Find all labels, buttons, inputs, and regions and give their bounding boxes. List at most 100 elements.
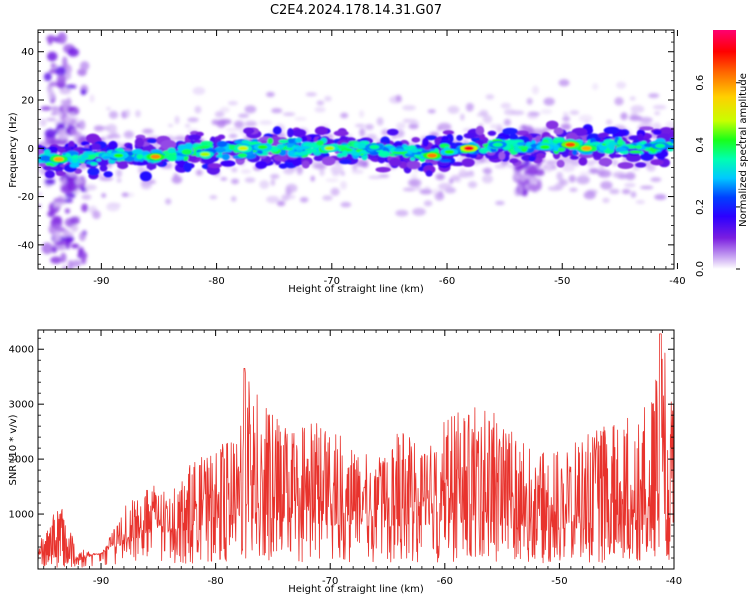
heatmap-speckle bbox=[402, 187, 416, 192]
heatmap-speckle bbox=[121, 192, 129, 197]
heatmap-noise-cell bbox=[518, 183, 523, 195]
heatmap-speckle bbox=[408, 123, 419, 130]
heatmap-speckle bbox=[419, 188, 433, 195]
heatmap-speckle bbox=[106, 123, 117, 133]
heatmap-core-cell bbox=[598, 146, 607, 151]
heatmap-band-cell bbox=[187, 134, 201, 141]
heatmap-speckle bbox=[427, 109, 436, 114]
colorbar-gradient bbox=[713, 30, 736, 269]
heatmap-noise-cell bbox=[64, 198, 73, 203]
heatmap-band-cell bbox=[509, 158, 519, 164]
heatmap-speckle bbox=[230, 196, 237, 202]
heatmap-core-cell bbox=[237, 153, 248, 158]
heatmap-speckle bbox=[316, 100, 325, 106]
heatmap-band-cell bbox=[301, 160, 310, 169]
heatmap-band-cell bbox=[272, 126, 282, 135]
heatmap-noise-cell bbox=[74, 178, 84, 185]
heatmap-peak bbox=[444, 149, 455, 155]
snr-ticks: -90 -80 -70 -60 -50 -40 1000 2000 3000 4000 bbox=[9, 330, 682, 587]
heatmap-speckle bbox=[116, 178, 122, 183]
heatmap-speckle bbox=[625, 172, 636, 181]
heatmap-speckle bbox=[479, 109, 489, 117]
heatmap-noise-cell bbox=[69, 216, 80, 225]
heatmap-core-cell bbox=[95, 158, 102, 162]
heatmap-core-cell bbox=[136, 153, 144, 160]
heatmap-core-cell bbox=[308, 148, 317, 153]
colorbar-tick-label: 0.2 bbox=[695, 199, 706, 215]
spectrogram-frame bbox=[37, 29, 675, 270]
heatmap-speckle bbox=[216, 119, 226, 128]
heatmap-noise-cell bbox=[60, 252, 67, 263]
heatmap-noise-cell bbox=[70, 243, 80, 249]
heatmap-core-cell bbox=[278, 139, 289, 144]
heatmap-noise-cell bbox=[70, 128, 78, 135]
heatmap-band-cell bbox=[475, 125, 485, 136]
heatmap-speckle bbox=[107, 134, 121, 139]
x-tick-label: -70 bbox=[324, 276, 340, 287]
heatmap-speckle bbox=[270, 174, 280, 179]
heatmap-noise-cell bbox=[80, 257, 87, 265]
heatmap-band-cell bbox=[608, 153, 623, 158]
heatmap-band-cell bbox=[545, 120, 559, 130]
heatmap-core-cell bbox=[79, 157, 86, 163]
heatmap-speckle bbox=[562, 115, 571, 122]
heatmap-noise-cell bbox=[64, 192, 76, 199]
heatmap-speckle bbox=[50, 111, 58, 116]
heatmap-noise-cell bbox=[72, 259, 81, 268]
heatmap-band-cell bbox=[422, 137, 429, 147]
heatmap-noise-cell bbox=[55, 245, 67, 251]
heatmap-speckle bbox=[299, 196, 309, 203]
heatmap-speckle bbox=[495, 123, 503, 133]
heatmap-speckle bbox=[616, 81, 627, 89]
heatmap-speckle bbox=[92, 210, 101, 220]
heatmap-speckle bbox=[106, 107, 111, 111]
x-tick-label: -50 bbox=[554, 276, 570, 287]
heatmap-speckle bbox=[354, 123, 366, 128]
heatmap-speckle bbox=[609, 188, 620, 195]
x-tick-label: -50 bbox=[551, 576, 567, 587]
heatmap-speckle bbox=[168, 123, 174, 128]
spectrogram-ylabel: Frequency (Hz) bbox=[8, 112, 19, 188]
heatmap-band-cell bbox=[313, 155, 325, 162]
heatmap-core-cell bbox=[181, 148, 192, 155]
heatmap-speckle bbox=[106, 202, 120, 212]
heatmap-speckle bbox=[460, 113, 465, 121]
heatmap-core-cell bbox=[267, 137, 274, 145]
heatmap-peak bbox=[150, 154, 161, 159]
heatmap-speckle bbox=[403, 118, 418, 122]
heatmap-band-cell bbox=[553, 127, 564, 135]
heatmap-noise-cell bbox=[52, 215, 63, 225]
heatmap-core-cell bbox=[213, 147, 226, 153]
snr-xlabel: Height of straight line (km) bbox=[288, 584, 424, 595]
heatmap-noise-cell bbox=[70, 224, 79, 232]
heatmap-band-cell bbox=[99, 164, 108, 172]
heatmap-core-cell bbox=[341, 150, 348, 157]
heatmap-speckle bbox=[437, 122, 452, 131]
heatmap-speckle bbox=[142, 128, 154, 134]
heatmap-speckle bbox=[352, 163, 358, 171]
heatmap-speckle bbox=[244, 120, 257, 127]
heatmap-band-cell bbox=[598, 157, 613, 167]
heatmap-speckle bbox=[281, 194, 290, 202]
heatmap-core-cell bbox=[287, 138, 295, 144]
heatmap-noise-cell bbox=[63, 115, 72, 124]
heatmap-core-cell bbox=[284, 147, 293, 151]
heatmap-core-cell bbox=[553, 137, 565, 142]
heatmap-band-cell bbox=[603, 126, 620, 135]
heatmap-band-cell bbox=[637, 133, 644, 142]
heatmap-noise-cell bbox=[44, 128, 57, 139]
heatmap-speckle bbox=[184, 123, 191, 128]
heatmap-speckle bbox=[629, 115, 643, 121]
heatmap-peak bbox=[655, 143, 666, 149]
heatmap-peak bbox=[257, 144, 268, 150]
heatmap-band-cell bbox=[479, 133, 486, 141]
heatmap-noise-cell bbox=[55, 66, 66, 77]
heatmap-speckle bbox=[314, 106, 326, 113]
heatmap-speckle bbox=[556, 171, 563, 181]
heatmap-noise-cell bbox=[53, 197, 66, 203]
heatmap-noise-cell bbox=[44, 178, 56, 185]
heatmap-speckle bbox=[483, 167, 492, 175]
heatmap-band-cell bbox=[668, 131, 674, 140]
heatmap-band-cell bbox=[597, 132, 607, 139]
